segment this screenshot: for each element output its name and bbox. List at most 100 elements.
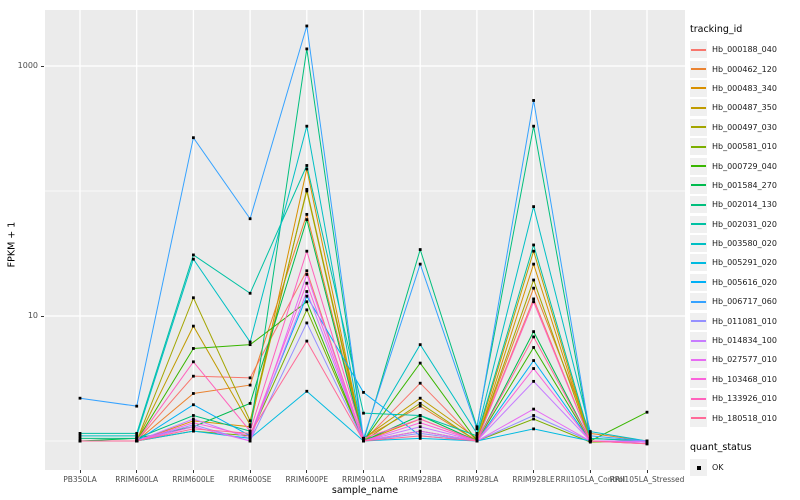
data-point xyxy=(418,361,422,365)
data-point xyxy=(248,383,252,387)
legend-line-key xyxy=(690,351,707,369)
data-point xyxy=(532,335,535,339)
legend-panel: tracking_id Hb_000188_040 Hb_000462_120 Hb… xyxy=(690,24,798,477)
legend-quant-status: quant_status OK xyxy=(690,442,798,477)
data-point xyxy=(78,436,82,440)
y-axis-tick xyxy=(41,65,44,67)
data-point xyxy=(248,436,252,440)
legend-label: Hb_003580_020 xyxy=(712,239,777,249)
data-point xyxy=(305,218,309,222)
y-tick-label: 10 xyxy=(27,311,38,320)
data-point xyxy=(305,339,309,343)
data-point xyxy=(418,434,422,438)
data-point xyxy=(475,432,479,435)
data-point xyxy=(192,425,195,429)
legend-label: Hb_027577_010 xyxy=(712,355,777,365)
legend-item: Hb_000729_040 xyxy=(690,156,798,175)
data-point xyxy=(305,321,309,325)
data-point xyxy=(362,411,365,415)
data-point xyxy=(248,376,252,380)
line-swatch-icon xyxy=(691,378,706,381)
data-point xyxy=(418,436,422,440)
legend-item: Hb_003580_020 xyxy=(690,234,798,253)
legend-item-ok: OK xyxy=(690,458,798,477)
legend-item: Hb_133926_010 xyxy=(690,389,798,408)
data-point xyxy=(192,257,195,261)
data-point xyxy=(532,346,535,349)
x-tick-label: RRIM928LA xyxy=(455,475,499,484)
legend-item: Hb_011081_010 xyxy=(690,311,798,330)
x-tick-label: RRIM600SE xyxy=(228,475,272,484)
legend-line-key xyxy=(690,215,707,233)
legend-item: Hb_103468_010 xyxy=(690,370,798,389)
data-point xyxy=(418,262,422,266)
legend-label: Hb_002031_020 xyxy=(712,219,777,229)
legend-item: Hb_005616_020 xyxy=(690,273,798,292)
data-point xyxy=(248,425,252,429)
x-tick-label: PB350LA xyxy=(63,475,97,484)
line-swatch-icon xyxy=(691,242,706,245)
data-point xyxy=(135,436,139,440)
x-tick-label: RRIM901LA xyxy=(342,475,385,484)
data-point xyxy=(192,136,195,140)
line-swatch-icon xyxy=(691,417,706,420)
x-axis-tick xyxy=(79,470,81,473)
data-point xyxy=(475,439,479,443)
legend-item: Hb_002031_020 xyxy=(690,215,798,234)
line-swatch-icon xyxy=(691,397,706,400)
line-swatch-icon xyxy=(691,300,706,303)
data-point xyxy=(418,401,422,405)
data-point xyxy=(418,404,422,408)
data-point xyxy=(305,281,309,285)
legend-label: Hb_011081_010 xyxy=(712,316,777,326)
data-point xyxy=(305,167,309,171)
legend-label: Hb_000729_040 xyxy=(712,161,777,171)
legend-line-key xyxy=(690,138,707,156)
x-axis-tick xyxy=(192,470,194,473)
legend-item: Hb_000462_120 xyxy=(690,59,798,78)
line-swatch-icon xyxy=(691,87,706,90)
data-point xyxy=(532,243,535,247)
legend-item: Hb_180518_010 xyxy=(690,408,798,427)
data-point xyxy=(532,407,535,411)
legend-line-key xyxy=(690,235,707,253)
legend-label: Hb_000188_040 xyxy=(712,45,777,55)
data-point xyxy=(588,436,592,440)
legend-line-key xyxy=(690,312,707,330)
data-point xyxy=(305,269,309,273)
legend-item: Hb_005291_020 xyxy=(690,253,798,272)
data-point xyxy=(418,248,422,251)
data-point xyxy=(475,425,479,429)
data-point xyxy=(248,401,252,405)
data-point xyxy=(305,189,309,193)
data-point xyxy=(418,417,422,421)
legend-label: Hb_014834_100 xyxy=(712,336,777,346)
line-swatch-icon xyxy=(691,126,706,129)
x-axis-tick xyxy=(646,470,648,473)
data-point xyxy=(192,414,195,417)
data-point xyxy=(305,308,309,312)
data-point xyxy=(645,410,649,414)
data-point xyxy=(305,290,309,293)
data-point xyxy=(192,403,195,407)
legend-label: Hb_000487_350 xyxy=(712,103,777,113)
legend-item: Hb_027577_010 xyxy=(690,350,798,369)
data-point xyxy=(305,164,309,167)
x-axis-title: sample_name xyxy=(331,485,399,496)
x-tick-label: RRIM600PE xyxy=(285,475,329,484)
legend-line-key xyxy=(690,176,707,194)
x-axis-tick xyxy=(363,470,364,473)
data-point xyxy=(78,434,82,438)
data-point xyxy=(588,434,592,438)
legend-item: Hb_014834_100 xyxy=(690,331,798,350)
data-point xyxy=(192,419,195,423)
data-point xyxy=(475,436,479,440)
legend-line-key xyxy=(690,390,707,408)
legend-label: Hb_000462_120 xyxy=(712,64,777,74)
data-point xyxy=(78,396,82,400)
data-point xyxy=(532,300,535,304)
data-point xyxy=(418,396,422,400)
data-point xyxy=(192,421,195,425)
line-swatch-icon xyxy=(691,48,706,51)
